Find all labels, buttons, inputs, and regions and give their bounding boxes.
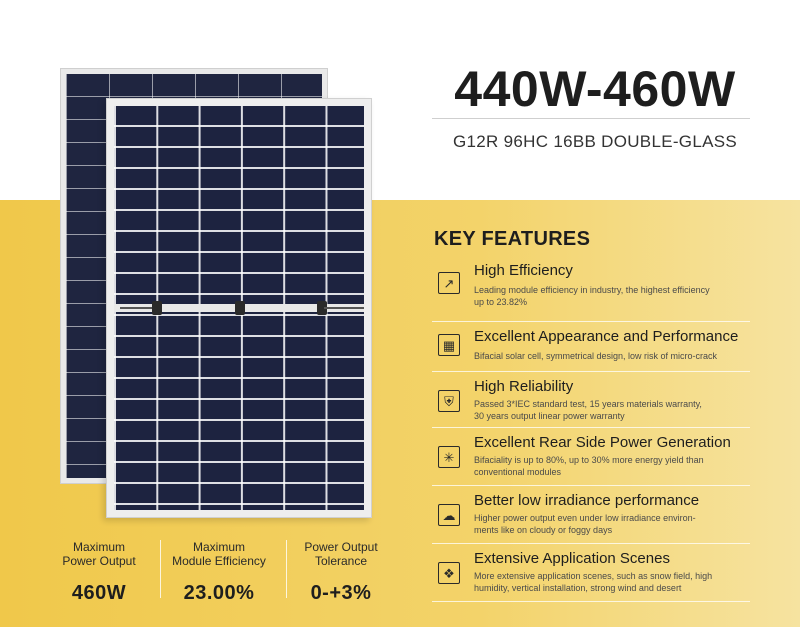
page-title: 440W-460W (454, 61, 736, 117)
feature-description: More extensive application scenes, such … (474, 571, 713, 593)
solar-panel-front-image (106, 98, 372, 518)
key-features-title: KEY FEATURES (434, 228, 591, 250)
stat-divider (286, 540, 287, 598)
feature-description: Bifaciality is up to 80%, up to 30% more… (474, 455, 704, 477)
feature-divider (432, 543, 750, 544)
feature-divider (432, 601, 750, 602)
junction-box (152, 301, 162, 315)
junction-box (317, 301, 327, 315)
feature-high-reliability: ⛨ High Reliability Passed 3*IEC standard… (432, 372, 750, 428)
front-panel-cells (114, 106, 364, 510)
stat-label: Maximum Module Efficiency (172, 540, 266, 568)
page-subtitle: G12R 96HC 16BB DOUBLE-GLASS (453, 132, 737, 151)
feature-divider (432, 321, 750, 322)
stat-label: Power Output Tolerance (304, 540, 378, 568)
feature-divider (432, 427, 750, 428)
stat-power-tolerance: Power Output Tolerance 0-+3% (276, 540, 406, 604)
feature-title: Extensive Application Scenes (474, 550, 670, 567)
solar-panel-icon: ▦ (438, 334, 460, 356)
cable (120, 307, 160, 309)
shield-icon: ⛨ (438, 390, 460, 412)
title-divider (432, 118, 750, 119)
efficiency-chart-icon: ↗ (438, 272, 460, 294)
feature-description: Higher power output even under low irrad… (474, 513, 696, 535)
feature-application-scenes: ❖ Extensive Application Scenes More exte… (432, 544, 750, 602)
stat-module-efficiency: Maximum Module Efficiency 23.00% (154, 540, 284, 604)
low-irradiance-icon: ☁ (438, 504, 460, 526)
feature-description: Leading module efficiency in industry, t… (474, 285, 710, 307)
stat-divider (160, 540, 161, 598)
feature-description: Passed 3*IEC standard test, 15 years mat… (474, 399, 702, 421)
stat-label: Maximum Power Output (62, 540, 136, 568)
application-scenes-icon: ❖ (438, 562, 460, 584)
feature-high-efficiency: ↗ High Efficiency Leading module efficie… (432, 258, 750, 322)
rear-light-icon: ✳ (438, 446, 460, 468)
feature-title: High Reliability (474, 378, 574, 395)
cable (324, 307, 364, 309)
feature-low-irradiance: ☁ Better low irradiance performance High… (432, 486, 750, 544)
feature-title: Excellent Rear Side Power Generation (474, 434, 731, 451)
feature-title: High Efficiency (474, 262, 573, 279)
junction-strip (114, 301, 364, 315)
stat-max-power: Maximum Power Output 460W (34, 540, 164, 604)
feature-divider (432, 371, 750, 372)
stat-value: 23.00% (183, 582, 255, 604)
feature-title: Better low irradiance performance (474, 492, 700, 509)
feature-description: Bifacial solar cell, symmetrical design,… (474, 351, 718, 361)
feature-title: Excellent Appearance and Performance (474, 328, 739, 345)
stat-value: 0-+3% (310, 582, 372, 604)
feature-divider (432, 485, 750, 486)
stat-value: 460W (71, 582, 127, 604)
junction-box (235, 301, 245, 315)
feature-appearance-performance: ▦ Excellent Appearance and Performance B… (432, 322, 750, 372)
feature-rear-side-power: ✳ Excellent Rear Side Power Generation B… (432, 428, 750, 486)
